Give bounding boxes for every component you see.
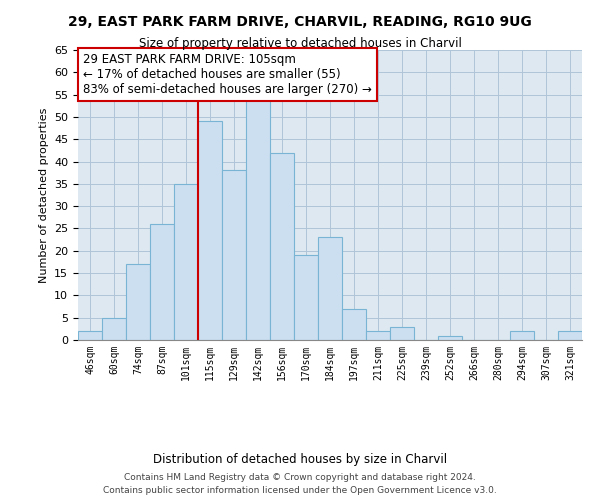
Bar [174, 184, 198, 340]
Bar [318, 238, 342, 340]
Bar [126, 264, 150, 340]
Bar [270, 152, 294, 340]
Bar [366, 331, 390, 340]
Bar [150, 224, 174, 340]
Bar [102, 318, 126, 340]
Bar [438, 336, 462, 340]
Text: Distribution of detached houses by size in Charvil: Distribution of detached houses by size … [153, 452, 447, 466]
Y-axis label: Number of detached properties: Number of detached properties [38, 108, 49, 282]
Bar [222, 170, 246, 340]
Text: 29, EAST PARK FARM DRIVE, CHARVIL, READING, RG10 9UG: 29, EAST PARK FARM DRIVE, CHARVIL, READI… [68, 15, 532, 29]
Bar [198, 122, 222, 340]
Bar [78, 331, 102, 340]
Text: Contains HM Land Registry data © Crown copyright and database right 2024.
Contai: Contains HM Land Registry data © Crown c… [103, 474, 497, 495]
Bar [246, 99, 270, 340]
Bar [510, 331, 534, 340]
Bar [558, 331, 582, 340]
Text: 29 EAST PARK FARM DRIVE: 105sqm
← 17% of detached houses are smaller (55)
83% of: 29 EAST PARK FARM DRIVE: 105sqm ← 17% of… [83, 53, 372, 96]
Bar [294, 255, 318, 340]
Text: Size of property relative to detached houses in Charvil: Size of property relative to detached ho… [139, 38, 461, 51]
Bar [390, 326, 414, 340]
Bar [342, 309, 366, 340]
